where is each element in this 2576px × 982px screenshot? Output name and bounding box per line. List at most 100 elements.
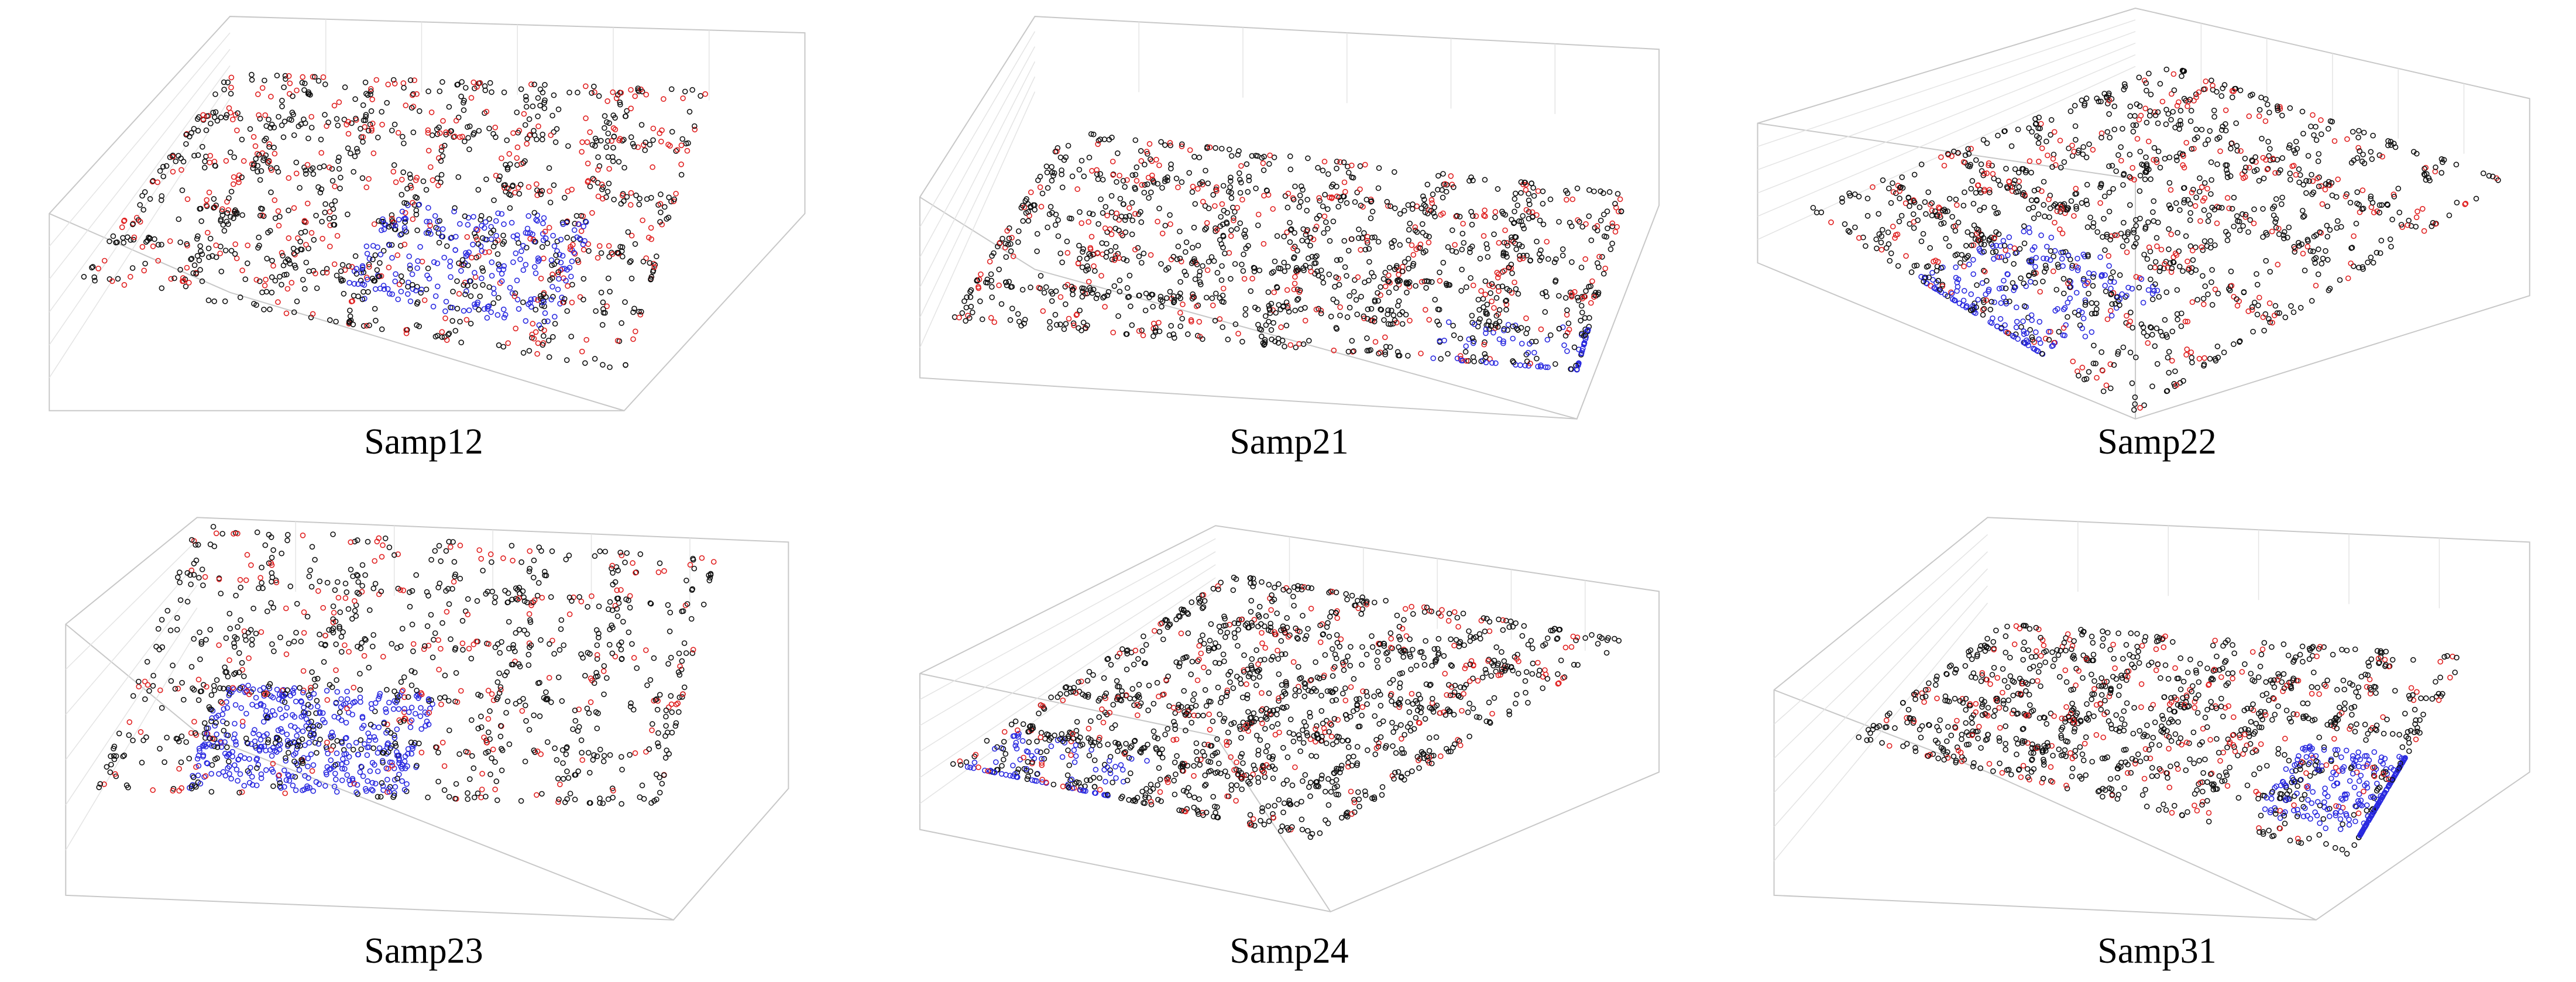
point: [1179, 179, 1185, 186]
point: [563, 277, 569, 284]
point: [355, 293, 361, 300]
point: [474, 598, 480, 604]
point: [1402, 208, 1407, 214]
point: [650, 137, 656, 143]
point: [1126, 272, 1133, 279]
point: [2217, 148, 2223, 154]
point: [2329, 192, 2335, 198]
point: [2189, 355, 2194, 360]
point: [568, 334, 575, 339]
point: [333, 667, 339, 673]
point: [168, 276, 174, 282]
point: [1439, 187, 1445, 193]
point: [420, 178, 427, 184]
point: [665, 214, 672, 221]
point: [547, 188, 552, 194]
scatter-panel: [49, 16, 806, 411]
point: [1430, 355, 1436, 362]
point: [303, 242, 309, 248]
point: [2215, 290, 2221, 297]
point: [372, 278, 378, 284]
point: [413, 287, 419, 294]
point: [262, 112, 269, 118]
point: [1040, 308, 1046, 314]
point: [137, 202, 143, 208]
point: [2097, 200, 2103, 206]
point: [410, 216, 416, 222]
point: [1102, 225, 1108, 231]
point: [489, 89, 494, 95]
point: [157, 168, 163, 174]
point: [1086, 251, 1092, 257]
point: [657, 201, 664, 207]
point: [1159, 298, 1166, 304]
point: [1856, 194, 1862, 200]
point: [145, 238, 150, 244]
point: [1347, 293, 1352, 299]
point: [2165, 355, 2171, 360]
point: [698, 93, 703, 99]
point: [1240, 268, 1246, 274]
point: [1124, 257, 1130, 264]
point: [1179, 315, 1185, 322]
point: [1595, 290, 1602, 296]
point: [1117, 289, 1123, 295]
point: [195, 233, 201, 239]
point: [180, 159, 187, 164]
point: [208, 789, 215, 795]
point: [2214, 161, 2220, 167]
point: [600, 668, 607, 674]
point: [320, 269, 326, 276]
point: [1046, 211, 1053, 217]
point: [1524, 252, 1530, 259]
point: [1236, 148, 1242, 154]
point: [1275, 335, 1282, 342]
point: [1596, 264, 1602, 270]
point: [358, 134, 365, 140]
point: [1421, 202, 1427, 208]
point: [2199, 126, 2205, 133]
point: [381, 286, 387, 292]
point: [2084, 224, 2091, 231]
point: [427, 219, 432, 225]
point: [1262, 339, 1268, 345]
point: [1204, 267, 1211, 273]
point: [2061, 290, 2067, 297]
point: [265, 160, 271, 166]
point: [1276, 302, 1282, 308]
point: [979, 316, 985, 322]
point: [1135, 245, 1141, 251]
point: [232, 702, 239, 708]
point: [650, 125, 657, 132]
point: [1553, 256, 1559, 262]
point: [277, 634, 283, 640]
point: [2076, 373, 2082, 379]
point: [446, 104, 452, 110]
point: [1432, 297, 1438, 303]
point: [255, 163, 261, 169]
point: [560, 776, 566, 782]
point: [2204, 186, 2210, 192]
point: [1239, 338, 1245, 345]
point: [490, 131, 496, 137]
point: [544, 240, 551, 246]
point: [1486, 318, 1492, 324]
point: [1189, 318, 1194, 325]
point: [2323, 248, 2328, 254]
point: [2166, 370, 2172, 376]
point: [1588, 300, 1594, 306]
point: [1512, 241, 1518, 246]
point: [353, 266, 360, 272]
point: [1195, 186, 1201, 192]
point: [339, 262, 346, 268]
point: [239, 212, 246, 218]
point: [2127, 104, 2134, 109]
point: [226, 105, 232, 111]
point: [267, 125, 273, 131]
point: [300, 728, 306, 734]
point: [1828, 219, 1834, 225]
point: [1294, 248, 1300, 254]
point: [555, 775, 561, 782]
point: [2033, 255, 2039, 261]
point: [534, 297, 541, 303]
